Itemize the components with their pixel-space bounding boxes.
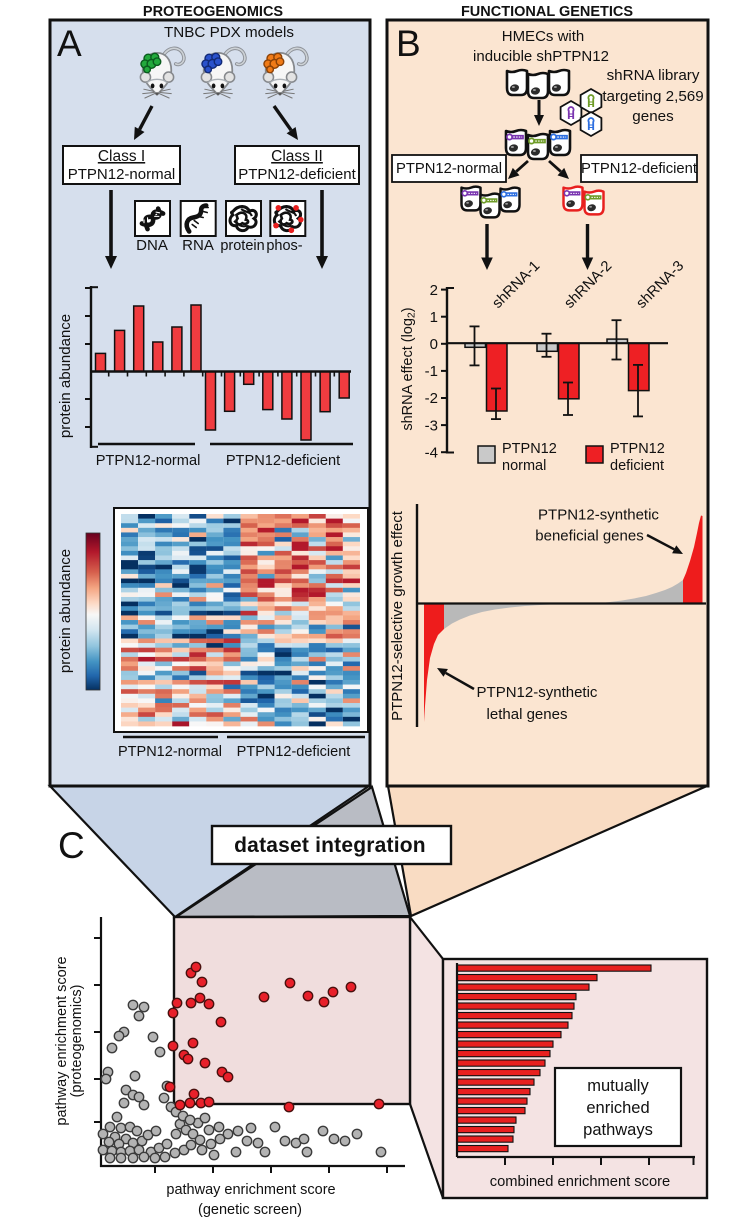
- svg-text:dataset integration: dataset integration: [234, 834, 426, 857]
- svg-text:PTPN12-synthetic: PTPN12-synthetic: [477, 684, 598, 701]
- svg-text:PTPN12-normal: PTPN12-normal: [396, 161, 502, 177]
- svg-text:2: 2: [430, 282, 438, 299]
- svg-text:PTPN12-deficient: PTPN12-deficient: [238, 166, 356, 183]
- svg-text:combined enrichment score: combined enrichment score: [490, 1174, 670, 1190]
- svg-text:inducible shPTPN12: inducible shPTPN12: [473, 48, 609, 65]
- svg-text:pathway enrichment score: pathway enrichment score: [54, 956, 70, 1125]
- svg-text:A: A: [57, 23, 82, 64]
- svg-text:shRNA effect (log2): shRNA effect (log2): [400, 307, 418, 430]
- svg-text:enriched: enriched: [586, 1099, 649, 1117]
- svg-text:-1: -1: [425, 363, 438, 380]
- svg-text:B: B: [396, 23, 421, 64]
- svg-text:targeting 2,569: targeting 2,569: [602, 88, 703, 105]
- svg-text:DNA: DNA: [136, 237, 168, 254]
- svg-text:-3: -3: [425, 417, 438, 434]
- svg-text:PTPN12: PTPN12: [502, 441, 557, 457]
- svg-text:deficient: deficient: [610, 458, 664, 474]
- svg-text:phos-: phos-: [266, 238, 302, 254]
- svg-text:PTPN12-selective growth effect: PTPN12-selective growth effect: [389, 510, 406, 721]
- svg-text:PTPN12-normal: PTPN12-normal: [118, 744, 222, 760]
- svg-text:mutually: mutually: [587, 1077, 649, 1095]
- svg-text:PTPN12-synthetic: PTPN12-synthetic: [538, 507, 659, 524]
- svg-text:PROTEOGENOMICS: PROTEOGENOMICS: [143, 4, 284, 20]
- svg-text:PTPN12-deficient: PTPN12-deficient: [581, 161, 697, 177]
- svg-text:Class II: Class II: [271, 148, 323, 165]
- svg-text:(proteogenomics): (proteogenomics): [69, 985, 85, 1098]
- svg-text:FUNCTIONAL GENETICS: FUNCTIONAL GENETICS: [461, 4, 633, 20]
- svg-text:pathways: pathways: [583, 1121, 653, 1139]
- svg-text:protein abundance: protein abundance: [57, 314, 74, 438]
- svg-text:TNBC PDX models: TNBC PDX models: [164, 24, 294, 41]
- svg-text:-4: -4: [425, 444, 438, 461]
- svg-text:normal: normal: [502, 458, 546, 474]
- svg-text:protein abundance: protein abundance: [57, 549, 74, 673]
- svg-text:lethal genes: lethal genes: [487, 706, 568, 723]
- svg-text:PTPN12-deficient: PTPN12-deficient: [226, 453, 340, 469]
- svg-text:PTPN12: PTPN12: [610, 441, 665, 457]
- svg-text:beneficial genes: beneficial genes: [535, 528, 643, 545]
- svg-text:0: 0: [430, 336, 438, 353]
- svg-text:(genetic screen): (genetic screen): [198, 1202, 302, 1218]
- svg-text:-2: -2: [425, 390, 438, 407]
- svg-text:shRNA library: shRNA library: [607, 67, 700, 84]
- svg-text:PTPN12-normal: PTPN12-normal: [68, 166, 176, 183]
- svg-text:PTPN12-deficient: PTPN12-deficient: [237, 744, 351, 760]
- svg-text:RNA: RNA: [182, 237, 214, 254]
- svg-text:C: C: [58, 825, 85, 866]
- svg-text:1: 1: [430, 309, 438, 326]
- svg-text:genes: genes: [632, 108, 674, 125]
- svg-text:Class I: Class I: [98, 148, 145, 165]
- svg-text:HMECs with: HMECs with: [502, 28, 585, 45]
- svg-text:PTPN12-normal: PTPN12-normal: [96, 453, 201, 469]
- svg-text:protein: protein: [220, 238, 264, 254]
- svg-text:pathway enrichment score: pathway enrichment score: [166, 1182, 335, 1198]
